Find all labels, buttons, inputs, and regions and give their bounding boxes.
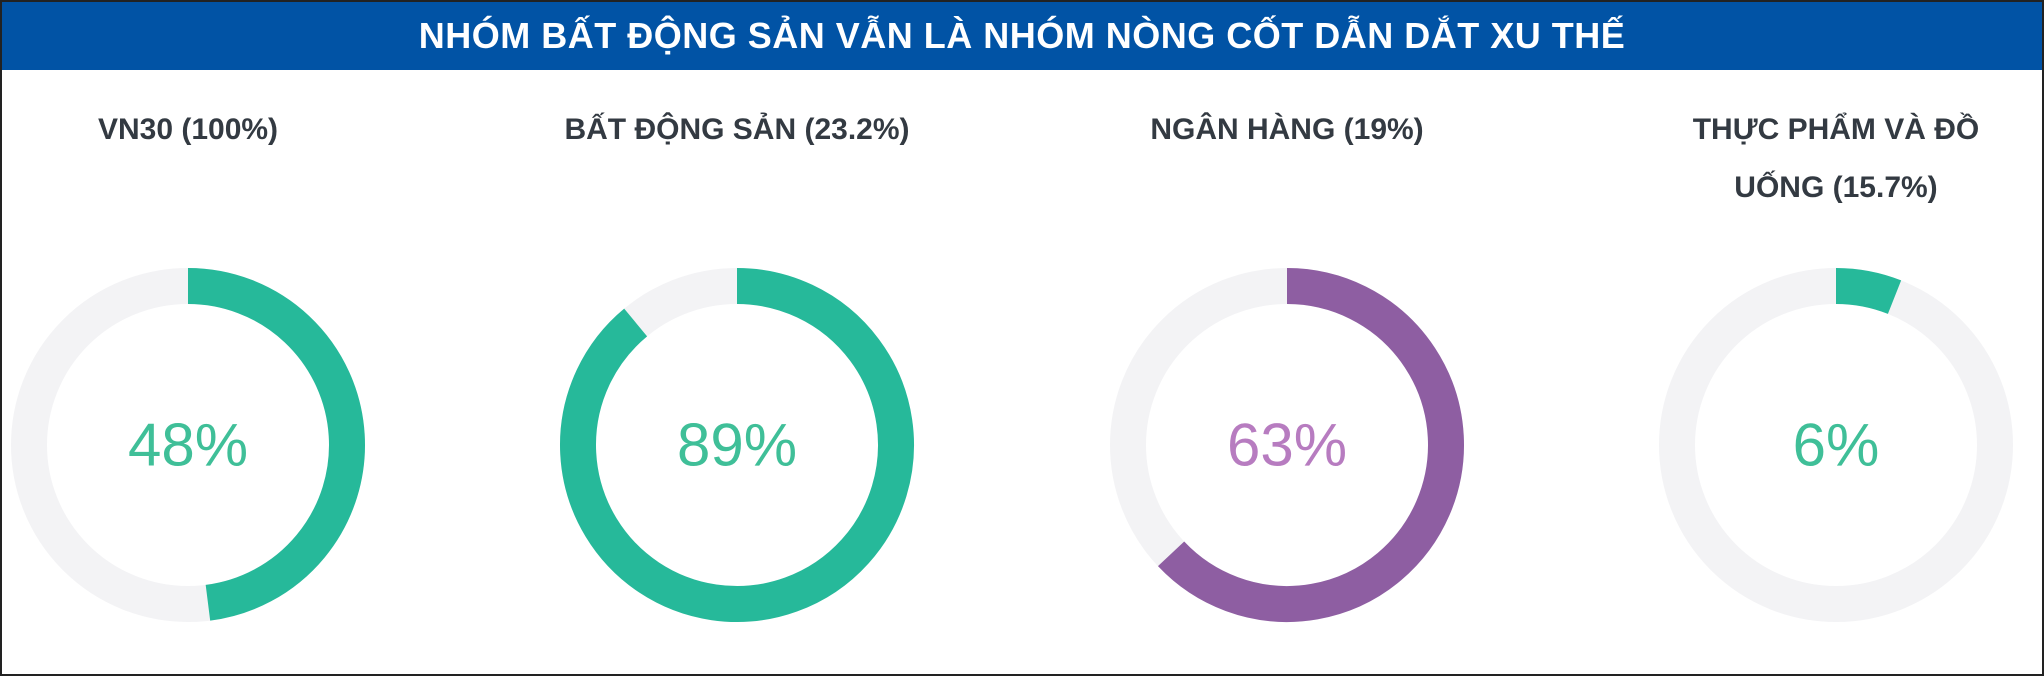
page-title: NHÓM BẤT ĐỘNG SẢN VẪN LÀ NHÓM NÒNG CỐT D…	[2, 2, 2042, 70]
chart-title: THỰC PHẨM VÀ ĐỒ UỐNG (15.7%)	[1692, 113, 1980, 204]
donut-arc	[560, 268, 914, 622]
chart-title: NGÂN HÀNG (19%)	[1150, 113, 1424, 146]
chart-title: BẤT ĐỘNG SẢN (23.2%)	[564, 113, 910, 146]
donut-arc	[1157, 268, 1464, 622]
center-value-label: 48%	[128, 412, 248, 479]
center-value-label: 63%	[1227, 412, 1347, 479]
chart-title: VN30 (100%)	[97, 113, 279, 146]
donut-arc	[187, 268, 365, 621]
center-value-label: 89%	[677, 412, 797, 479]
donut-arc	[1835, 268, 1902, 315]
center-value-label: 6%	[1793, 412, 1880, 479]
